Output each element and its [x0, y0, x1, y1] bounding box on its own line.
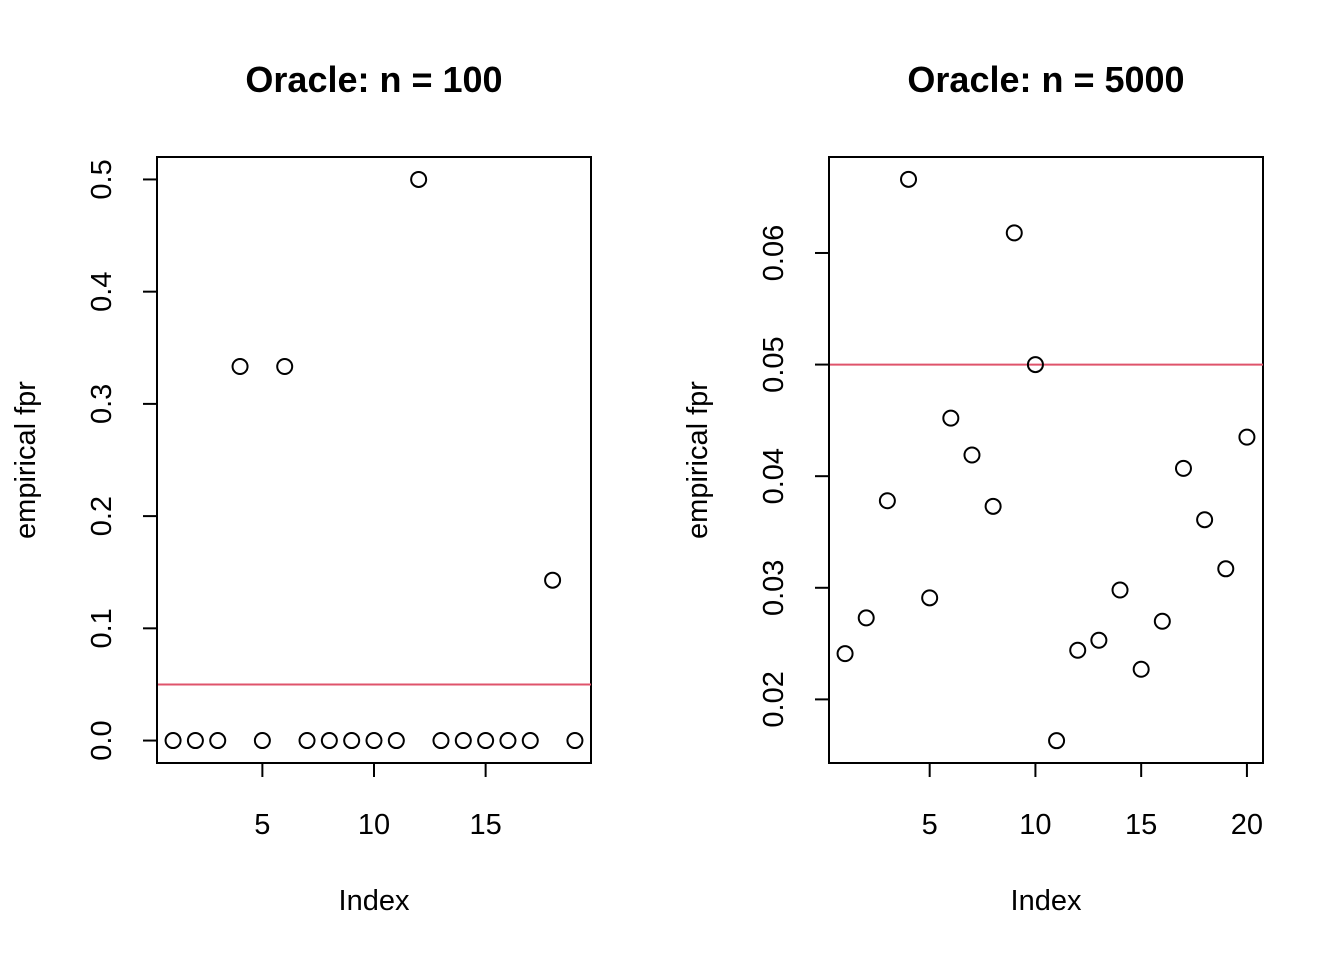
x-tick-label: 20: [1231, 809, 1263, 841]
x-axis: 5 10 15: [254, 762, 502, 841]
data-point: [942, 409, 960, 427]
y-tick-label: 0.06: [758, 225, 790, 281]
data-point: [298, 732, 316, 750]
data-point: [164, 732, 182, 750]
y-tick-label: 0.0: [86, 720, 118, 760]
y-tick-label: 0.4: [86, 272, 118, 312]
data-point: [1048, 732, 1066, 750]
plot-frame: [156, 156, 592, 764]
chart-panel-n100: Oracle: n = 100 5 10 15 0.0 0.1 0.2 0.3 0.4 0.5…: [10, 59, 592, 917]
x-axis: 5 10 15 20: [922, 762, 1263, 841]
data-point: [900, 170, 918, 188]
y-tick-label: 0.02: [758, 671, 790, 727]
data-point: [1238, 428, 1256, 446]
data-point: [365, 732, 383, 750]
chart-panel-n5000: Oracle: n = 5000 5 10 15 20 0.020.030.040.0…: [682, 59, 1264, 917]
data-point: [984, 497, 1002, 515]
data-point: [186, 732, 204, 750]
data-point: [343, 732, 361, 750]
data-point: [387, 732, 405, 750]
data-point: [1005, 224, 1023, 242]
data-point: [1174, 459, 1192, 477]
y-tick-label: 0.3: [86, 384, 118, 424]
chart-title: Oracle: n = 100: [245, 59, 502, 100]
x-axis-label: Index: [1011, 885, 1082, 917]
y-tick-label: 0.05: [758, 336, 790, 392]
data-point: [1090, 631, 1108, 649]
y-axis-label: empirical fpr: [10, 381, 42, 539]
y-tick-label: 0.5: [86, 159, 118, 199]
data-point: [1196, 511, 1214, 529]
data-point: [432, 732, 450, 750]
data-point: [544, 571, 562, 589]
data-point: [253, 732, 271, 750]
data-point: [1217, 560, 1235, 578]
y-axis: 0.02 0.03 0.04 0.05 0.06: [758, 225, 830, 728]
data-point: [477, 732, 495, 750]
points-group: [836, 170, 1256, 750]
x-tick-label: 15: [1125, 809, 1157, 841]
x-tick-label: 15: [469, 809, 501, 841]
data-point: [1026, 356, 1044, 374]
y-tick-label: 0.03: [758, 560, 790, 616]
data-point: [410, 170, 428, 188]
data-point: [231, 358, 249, 376]
data-point: [1153, 612, 1171, 630]
plot-frame: [828, 156, 1264, 764]
y-tick-label: 0.2: [86, 496, 118, 536]
data-point: [499, 732, 517, 750]
x-tick-label: 10: [1019, 809, 1051, 841]
x-tick-label: 10: [358, 809, 390, 841]
data-point: [1111, 581, 1129, 599]
data-point: [921, 589, 939, 607]
data-point: [209, 732, 227, 750]
data-point: [836, 645, 854, 663]
data-point: [454, 732, 472, 750]
x-tick-label: 5: [254, 809, 270, 841]
x-axis-label: Index: [339, 885, 410, 917]
data-point: [1069, 641, 1087, 659]
chart-title: Oracle: n = 5000: [907, 59, 1184, 100]
data-point: [963, 446, 981, 464]
y-axis-label: empirical fpr: [682, 381, 714, 539]
x-tick-label: 5: [922, 809, 938, 841]
points-group: [164, 170, 584, 750]
y-tick-label: 0.04: [758, 448, 790, 504]
data-point: [1132, 660, 1150, 678]
data-point: [320, 732, 338, 750]
y-tick-label: 0.1: [86, 608, 118, 648]
data-point: [276, 358, 294, 376]
data-point: [566, 732, 584, 750]
data-point: [878, 492, 896, 510]
y-axis: 0.0 0.1 0.2 0.3 0.4 0.5: [86, 159, 158, 761]
data-point: [521, 732, 539, 750]
data-point: [857, 609, 875, 627]
